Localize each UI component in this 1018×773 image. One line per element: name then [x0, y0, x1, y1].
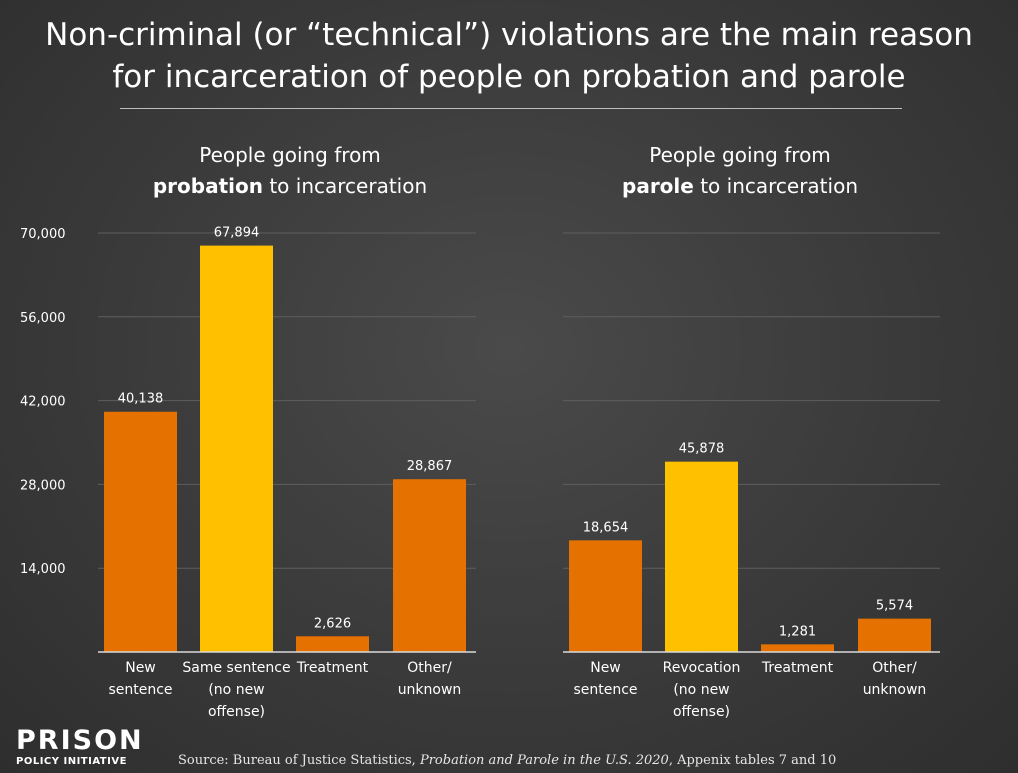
left-panel-title: People going from probation to incarcera…: [110, 140, 470, 202]
probation-category-label: (no new: [208, 682, 264, 698]
parole-bar: [858, 618, 931, 652]
parole-category-label: offense): [673, 704, 730, 720]
parole-data-label: 45,878: [679, 442, 725, 457]
y-tick-label: 14,000: [20, 562, 66, 577]
probation-category-label: unknown: [398, 682, 462, 698]
parole-category-label: unknown: [863, 682, 927, 698]
title-divider: [120, 108, 902, 109]
parole-bar: [761, 644, 834, 652]
right-panel-title-rest: to incarceration: [693, 174, 858, 198]
probation-data-label: 67,894: [214, 226, 260, 241]
parole-category-label: Revocation: [663, 660, 741, 676]
probation-bar: [296, 636, 369, 652]
probation-bar: [200, 245, 273, 653]
probation-bar: [393, 479, 466, 652]
probation-data-label: 2,626: [314, 616, 351, 631]
probation-category-label: New: [125, 660, 156, 676]
chart-title: Non-criminal (or “technical”) violations…: [0, 14, 1018, 98]
logo-prison: PRISON: [16, 725, 144, 756]
source-title: Probation and Parole in the U.S. 2020: [419, 753, 669, 768]
y-tick-label: 56,000: [20, 311, 66, 326]
right-panel-title-line2: parole to incarceration: [570, 171, 910, 202]
parole-category-label: Treatment: [761, 660, 834, 676]
parole-bar: [569, 540, 642, 652]
right-panel-title: People going from parole to incarceratio…: [570, 140, 910, 202]
probation-bar: [104, 411, 177, 652]
probation-category-label: Same sentence: [182, 660, 290, 676]
source-prefix: Source: Bureau of Justice Statistics,: [178, 753, 420, 768]
right-panel-title-bold: parole: [622, 174, 694, 198]
left-panel-title-line2: probation to incarceration: [110, 171, 470, 202]
source-note: Source: Bureau of Justice Statistics, Pr…: [178, 753, 836, 769]
y-tick-label: 42,000: [20, 395, 66, 410]
probation-data-label: 40,138: [118, 392, 164, 407]
title-line-2: for incarceration of people on probation…: [112, 59, 906, 95]
parole-data-label: 5,574: [876, 599, 913, 614]
parole-category-label: sentence: [573, 682, 637, 698]
left-panel-title-line1: People going from: [199, 143, 381, 167]
right-panel-title-line1: People going from: [649, 143, 831, 167]
left-panel-title-bold: probation: [152, 174, 263, 198]
source-suffix: , Appenix tables 7 and 10: [668, 753, 837, 768]
probation-category-label: sentence: [108, 682, 172, 698]
parole-data-label: 1,281: [779, 624, 816, 639]
probation-category-label: Other/: [407, 660, 452, 676]
left-panel-title-rest: to incarceration: [262, 174, 428, 198]
probation-category-label: Treatment: [296, 660, 369, 676]
parole-bar: [665, 461, 738, 652]
probation-data-label: 28,867: [407, 459, 453, 474]
title-line-1: Non-criminal (or “technical”) violations…: [45, 17, 973, 53]
y-tick-label: 70,000: [20, 227, 66, 242]
probation-category-label: offense): [208, 704, 265, 720]
parole-category-label: New: [590, 660, 621, 676]
parole-category-label: (no new: [673, 682, 729, 698]
y-tick-label: 28,000: [20, 478, 66, 493]
parole-category-label: Other/: [872, 660, 917, 676]
parole-data-label: 18,654: [583, 520, 629, 535]
logo-policy-initiative: POLICY INITIATIVE: [16, 756, 127, 767]
